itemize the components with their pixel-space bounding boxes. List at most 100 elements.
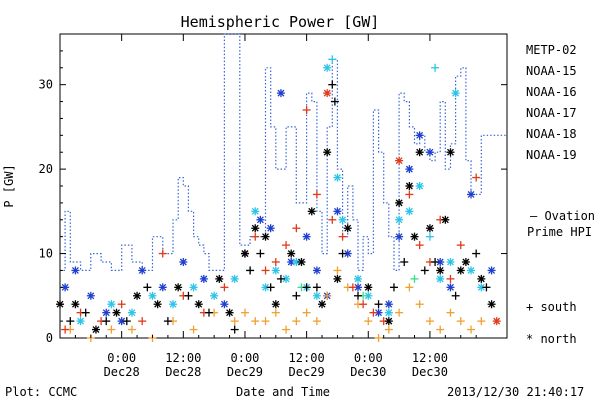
point-noaa-16-north — [312, 291, 321, 300]
x-axis-label: Date and Time — [236, 385, 330, 399]
point-metp-02-south — [312, 283, 321, 292]
point-metp-02-north — [425, 224, 434, 233]
point-metp-02-north — [487, 300, 496, 309]
point-metp-02-south — [256, 249, 265, 258]
point-noaa-18-south — [127, 325, 136, 334]
point-metp-02-north — [415, 148, 424, 157]
legend-item-noaa-18: NOAA-18 — [526, 127, 577, 141]
point-metp-02-south — [374, 300, 383, 309]
y-tick-label: 30 — [39, 78, 53, 92]
point-noaa-16-north — [251, 207, 260, 216]
point-noaa-19-south — [472, 173, 481, 182]
point-noaa-16-north — [446, 258, 455, 266]
point-noaa-16-north — [323, 63, 332, 72]
series-noaa-19 — [61, 89, 501, 334]
point-noaa-15-north — [86, 291, 95, 300]
point-noaa-15-north — [220, 300, 229, 309]
point-noaa-16-north — [395, 215, 404, 224]
x-tick-label-date: Dec29 — [227, 365, 263, 379]
point-metp-02-south — [266, 283, 275, 292]
point-noaa-16-north — [127, 308, 136, 317]
point-metp-02-north — [395, 198, 404, 207]
point-metp-02-north — [436, 266, 445, 275]
series-metp-02 — [56, 80, 496, 334]
point-noaa-19-south — [359, 300, 368, 309]
point-noaa-15-north — [276, 89, 285, 98]
point-noaa-16-north — [451, 89, 460, 98]
point-noaa-16-north — [467, 266, 476, 275]
point-noaa-15-north — [256, 215, 265, 224]
y-tick-label: 0 — [46, 331, 53, 345]
point-metp-02-north — [261, 232, 270, 241]
point-metp-02-north — [215, 274, 224, 283]
point-metp-02-north — [477, 274, 486, 283]
series-noaa-15 — [61, 89, 496, 326]
point-noaa-15-north — [384, 300, 393, 309]
point-noaa-15-north — [405, 165, 414, 174]
point-noaa-15-north — [312, 266, 321, 275]
point-noaa-15-north — [266, 224, 275, 233]
x-tick-label-time: 12:00 — [165, 351, 201, 365]
legend-item-noaa-17: NOAA-17 — [526, 106, 577, 120]
point-noaa-15-north — [446, 283, 455, 292]
point-noaa-19-north — [492, 317, 501, 326]
point-noaa-15-north — [415, 131, 424, 140]
point-metp-02-north — [271, 300, 280, 309]
x-tick-label-date: Dec28 — [104, 365, 140, 379]
point-noaa-15-north — [467, 190, 476, 199]
point-metp-02-south — [184, 291, 193, 300]
point-noaa-18-south — [189, 325, 198, 334]
point-noaa-19-south — [138, 317, 147, 326]
point-noaa-16-north — [338, 215, 347, 224]
point-noaa-18-south — [456, 317, 465, 326]
point-noaa-19-south — [292, 224, 301, 233]
point-metp-02-north — [323, 148, 332, 157]
point-noaa-19-south — [369, 308, 378, 317]
point-metp-02-north — [446, 148, 455, 157]
point-metp-02-south — [276, 274, 285, 283]
point-noaa-16-north — [107, 300, 116, 309]
point-noaa-15-north — [425, 148, 434, 157]
point-metp-02-south — [230, 325, 239, 334]
x-tick-label-time: 0:00 — [231, 351, 260, 365]
legend-item-noaa-15: NOAA-15 — [526, 64, 577, 78]
x-tick-label-time: 12:00 — [289, 351, 325, 365]
point-metp-02-south — [420, 266, 429, 275]
point-metp-02-south — [81, 308, 90, 317]
point-noaa-18-south — [302, 308, 311, 317]
point-noaa-19-south — [117, 300, 126, 309]
point-noaa-16-north — [384, 308, 393, 317]
point-noaa-16-north — [333, 173, 342, 182]
point-noaa-19-south — [282, 241, 291, 250]
point-noaa-16-north — [169, 300, 178, 309]
point-metp-02-south — [330, 97, 339, 106]
point-noaa-18-south — [436, 325, 445, 334]
point-noaa-19-south — [251, 232, 260, 241]
point-metp-02-south — [122, 317, 131, 326]
satellite-markers — [56, 55, 501, 342]
ovation-label-line-1: — Ovation — [530, 209, 595, 223]
point-metp-02-south — [143, 283, 152, 292]
chart-title: Hemispheric Power [GW] — [181, 13, 380, 31]
point-metp-02-south — [66, 317, 75, 326]
point-metp-02-south — [451, 291, 460, 300]
point-noaa-18-south — [405, 283, 414, 292]
point-noaa-18-south — [271, 308, 280, 317]
plot-frame — [59, 33, 508, 339]
point-noaa-19-north — [395, 156, 404, 165]
marker-key-south: + south — [526, 300, 577, 314]
point-metp-02-south — [431, 258, 440, 266]
point-metp-02-north — [133, 291, 142, 300]
point-noaa-15-north — [395, 232, 404, 241]
x-tick-label-date: Dec30 — [350, 365, 386, 379]
y-tick-label: 10 — [39, 247, 53, 261]
point-noaa-16-north — [210, 291, 219, 300]
footer-timestamp: 2013/12/30 21:40:17 — [447, 385, 584, 399]
point-metp-02-north — [384, 317, 393, 326]
point-metp-02-north — [343, 224, 352, 233]
x-tick-label-time: 0:00 — [107, 351, 136, 365]
point-noaa-18-south — [261, 317, 270, 326]
point-metp-02-south — [163, 317, 172, 326]
point-metp-02-south — [328, 80, 337, 89]
point-noaa-15-north — [487, 266, 496, 275]
